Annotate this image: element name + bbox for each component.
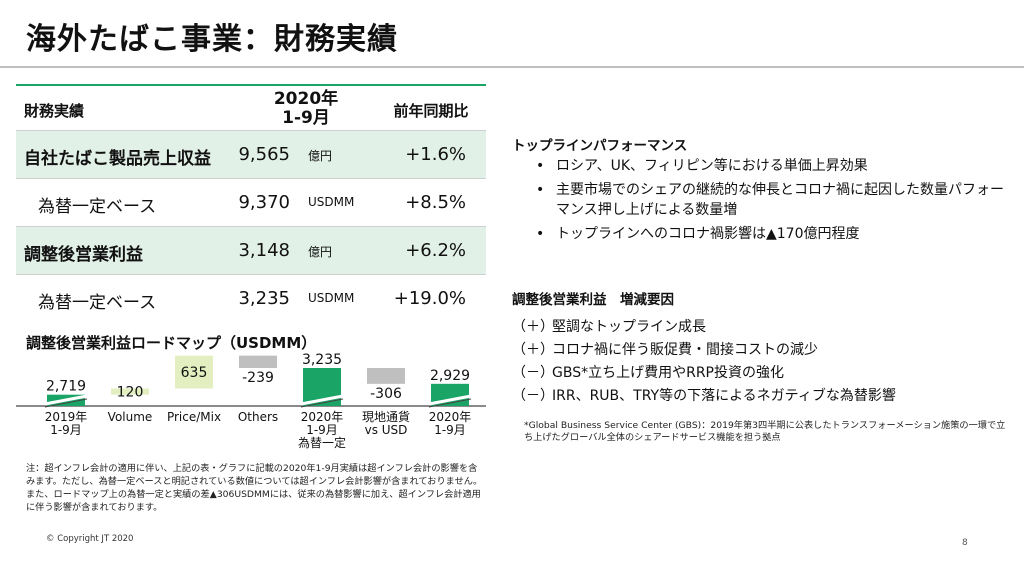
factor-sign: （＋） xyxy=(512,319,554,335)
factor-sign: （－） xyxy=(512,388,554,404)
category-label-1-0: Volume xyxy=(108,410,153,424)
bar-1 xyxy=(111,388,149,395)
row-label: 自社たばこ製品売上収益 xyxy=(24,149,211,169)
header-yoy: 前年同期比 xyxy=(393,102,469,120)
header-period: 2020年 1-9月 xyxy=(256,90,356,128)
factors-list: （＋）堅調なトップライン成長 （＋）コロナ禍に伴う販促費・間接コストの減少 （－… xyxy=(512,316,896,408)
row-unit: USDMM xyxy=(308,291,355,305)
row-yoy: +19.0% xyxy=(393,288,466,309)
category-label-4-2: 為替一定 xyxy=(298,435,346,450)
bar-5 xyxy=(367,368,405,384)
row-yoy: +1.6% xyxy=(405,144,466,165)
page-number: 8 xyxy=(962,538,968,548)
factor-item: （＋）堅調なトップライン成長 xyxy=(512,316,896,339)
table-row-adjusted-op-constant-fx: 為替一定ベース 3,235 USDMM +19.0% xyxy=(16,275,486,322)
category-label-3-0: Others xyxy=(238,410,278,424)
value-label-6: 2,929 xyxy=(430,368,470,384)
roadmap-chart: 2,7192019年1-9月120Volume635Price/Mix-239O… xyxy=(16,352,486,450)
row-unit: USDMM xyxy=(308,195,355,209)
row-unit: 億円 xyxy=(308,245,333,259)
note-2: また、ロードマップ上の為替一定と実績の差▲306USDMMには、従来の為替影響に… xyxy=(26,489,481,513)
bullet-item: トップラインへのコロナ禍影響は▲170億円程度 xyxy=(536,224,1006,244)
row-label: 調整後営業利益 xyxy=(24,245,143,265)
header-period-months: 1-9月 xyxy=(282,108,330,128)
financial-results-table: 財務実績 2020年 1-9月 前年同期比 自社たばこ製品売上収益 9,565 … xyxy=(16,84,486,322)
row-yoy: +8.5% xyxy=(405,192,466,213)
value-label-3: -239 xyxy=(242,370,274,386)
table-row-revenue-constant-fx: 為替一定ベース 9,370 USDMM +8.5% xyxy=(16,179,486,226)
axis-break-line-6 xyxy=(428,398,472,408)
axis-break-6 xyxy=(428,394,472,406)
category-label-6-0: 2020年 xyxy=(429,410,472,424)
category-label-5-0: 現地通貨 xyxy=(362,409,410,424)
category-label-4-0: 2020年 xyxy=(301,410,344,424)
factor-text: 堅調なトップライン成長 xyxy=(552,319,706,335)
axis-break-4 xyxy=(300,394,344,406)
gbs-footnote: *Global Business Service Center (GBS)：20… xyxy=(524,420,1006,443)
bullet-item: 主要市場でのシェアの継続的な伸長とコロナ禍に起因した数量パフォーマンス押し上げに… xyxy=(536,180,1006,220)
category-label-6-1: 1-9月 xyxy=(434,423,466,437)
topline-bullets: ロシア、UK、フィリピン等における単価上昇効果 主要市場でのシェアの継続的な伸長… xyxy=(536,156,1006,248)
category-label-0-1: 1-9月 xyxy=(50,423,82,437)
copyright: © Copyright JT 2020 xyxy=(46,534,134,544)
row-value: 9,370 xyxy=(238,192,290,213)
category-label-5-1: vs USD xyxy=(365,423,408,437)
value-label-0: 2,719 xyxy=(46,379,86,395)
row-divider xyxy=(16,130,486,131)
row-value: 3,148 xyxy=(238,240,290,261)
row-label: 為替一定ベース xyxy=(38,197,157,217)
row-unit: 億円 xyxy=(308,149,333,163)
factors-heading: 調整後営業利益 増減要因 xyxy=(512,292,674,308)
row-yoy: +6.2% xyxy=(405,240,466,261)
bullet-item: ロシア、UK、フィリピン等における単価上昇効果 xyxy=(536,156,1006,176)
notes: 注：超インフレ会計の適用に伴い、上記の表・グラフに記載の2020年1-9月実績は… xyxy=(26,462,484,514)
value-label-1: 120 xyxy=(117,385,144,401)
table-row-adjusted-op: 調整後営業利益 3,148 億円 +6.2% xyxy=(16,227,486,274)
roadmap-title: 調整後営業利益ロードマップ（USDMM） xyxy=(26,334,317,352)
axis-break-line-0 xyxy=(44,398,88,408)
row-value: 3,235 xyxy=(238,288,290,309)
factor-sign: （＋） xyxy=(512,342,554,358)
bar-2 xyxy=(175,355,213,389)
category-label-2-0: Price/Mix xyxy=(167,410,221,424)
header-period-year: 2020年 xyxy=(273,89,339,109)
axis-break-0 xyxy=(44,394,88,406)
note-1: 注：超インフレ会計の適用に伴い、上記の表・グラフに記載の2020年1-9月実績は… xyxy=(26,463,483,487)
axis-break-line-4 xyxy=(300,398,344,408)
value-label-4: 3,235 xyxy=(302,352,342,368)
header-label: 財務実績 xyxy=(24,102,85,120)
page-title: 海外たばこ事業：財務実績 xyxy=(26,22,398,57)
table-header-row: 財務実績 2020年 1-9月 前年同期比 xyxy=(16,86,486,130)
factor-item: （＋）コロナ禍に伴う販促費・間接コストの減少 xyxy=(512,339,896,362)
value-label-5: -306 xyxy=(370,386,402,402)
category-label-4-1: 1-9月 xyxy=(306,423,338,437)
category-label-0-0: 2019年 xyxy=(45,410,88,424)
table-top-rule xyxy=(16,84,486,86)
row-label: 為替一定ベース xyxy=(38,293,157,313)
row-value: 9,565 xyxy=(238,144,290,165)
row-divider xyxy=(16,226,486,227)
table-row-revenue: 自社たばこ製品売上収益 9,565 億円 +1.6% xyxy=(16,131,486,178)
title-divider xyxy=(0,66,1024,68)
factor-text: コロナ禍に伴う販促費・間接コストの減少 xyxy=(552,342,818,358)
value-label-2: 635 xyxy=(181,365,208,381)
bar-3 xyxy=(239,355,277,368)
factor-text: GBS*立ち上げ費用やRRP投資の強化 xyxy=(552,365,784,381)
topline-heading: トップラインパフォーマンス xyxy=(512,138,688,154)
factor-text: IRR、RUB、TRY等の下落によるネガティブな為替影響 xyxy=(552,388,896,404)
row-divider xyxy=(16,178,486,179)
row-divider xyxy=(16,274,486,275)
factor-sign: （－） xyxy=(512,365,554,381)
factor-item: （－）GBS*立ち上げ費用やRRP投資の強化 xyxy=(512,362,896,385)
factor-item: （－）IRR、RUB、TRY等の下落によるネガティブな為替影響 xyxy=(512,385,896,408)
